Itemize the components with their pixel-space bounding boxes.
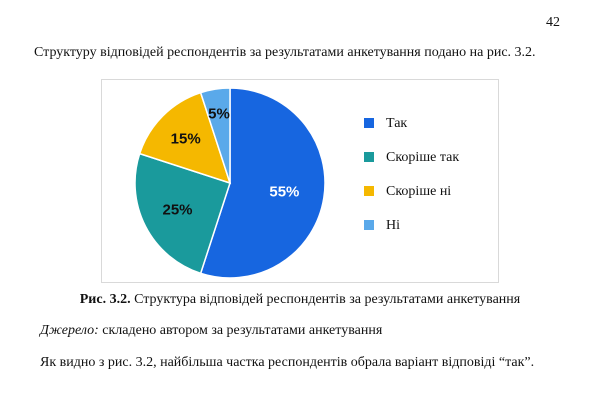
legend-label-2: Скоріше так <box>386 150 459 165</box>
pie-slice-label-3: 15% <box>171 131 201 148</box>
caption-text: Структура відповідей респондентів за рез… <box>130 292 521 307</box>
conclusion-paragraph: Як видно з рис. 3.2, найбільша частка ре… <box>40 355 535 370</box>
pie-slice-label-2: 25% <box>162 202 192 219</box>
source-text: складено автором за результатами анкетув… <box>98 323 383 338</box>
chart-frame: 55% 25% 15% 5% Так Скоріше так Скоріше ні Ні <box>101 79 499 283</box>
intro-paragraph: Структуру відповідей респондентів за рез… <box>34 45 536 60</box>
legend-label-4: Ні <box>386 218 400 233</box>
chart-legend: Так Скоріше так Скоріше ні Ні <box>364 116 459 233</box>
figure-caption: Рис. 3.2. Структура відповідей респонден… <box>0 292 600 308</box>
pie-slice-label-1: 55% <box>269 184 299 201</box>
legend-swatch-3 <box>364 186 374 196</box>
legend-label-1: Так <box>386 116 407 131</box>
page-number: 42 <box>546 15 560 30</box>
caption-prefix: Рис. 3.2. <box>79 292 131 307</box>
figure-source: Джерело: складено автором за результатам… <box>40 323 382 339</box>
pie-slice-2 <box>134 152 231 275</box>
legend-label-3: Скоріше ні <box>386 184 451 199</box>
source-prefix: Джерело: <box>40 323 99 338</box>
legend-swatch-2 <box>364 152 374 162</box>
legend-swatch-1 <box>364 118 374 128</box>
pie-slice-label-4: 5% <box>208 106 230 123</box>
pie-slice-4 <box>199 87 231 184</box>
pie-slices <box>134 87 326 279</box>
pie-chart: 55% 25% 15% 5% Так Скоріше так Скоріше ні Ні <box>134 87 459 279</box>
legend-swatch-4 <box>364 220 374 230</box>
pie-slice-1 <box>199 87 326 279</box>
pie-slice-labels: 55% 25% 15% 5% <box>162 106 299 219</box>
